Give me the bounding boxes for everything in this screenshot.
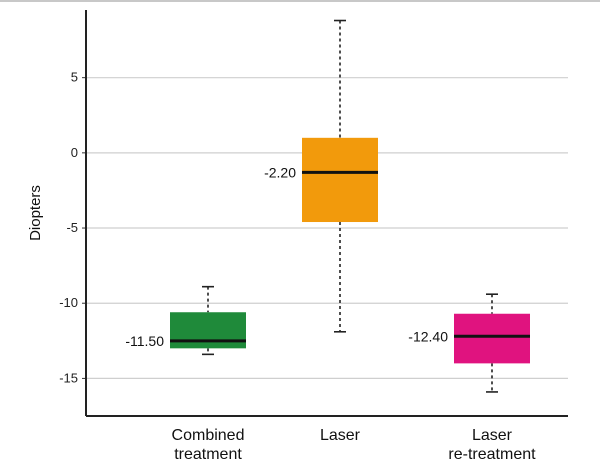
y-tick-label: -10: [59, 295, 78, 310]
y-tick-label: -15: [59, 370, 78, 385]
category-label: Laser: [472, 427, 513, 444]
category-label: re-treatment: [448, 446, 536, 463]
category-label: Laser: [320, 427, 361, 444]
y-tick-label: 5: [71, 70, 78, 85]
category-label: treatment: [174, 446, 242, 463]
y-tick-label: -5: [66, 220, 78, 235]
median-label: -2.20: [264, 164, 296, 180]
box-iqr: [170, 312, 246, 349]
y-tick-label: 0: [71, 145, 78, 160]
median-label: -11.50: [125, 333, 164, 349]
y-axis-title: Diopters: [27, 185, 44, 241]
box-iqr: [454, 313, 530, 364]
category-label: Combined: [172, 427, 245, 444]
box-iqr: [302, 137, 378, 223]
median-label: -12.40: [408, 328, 448, 344]
top-rule: [0, 0, 600, 2]
